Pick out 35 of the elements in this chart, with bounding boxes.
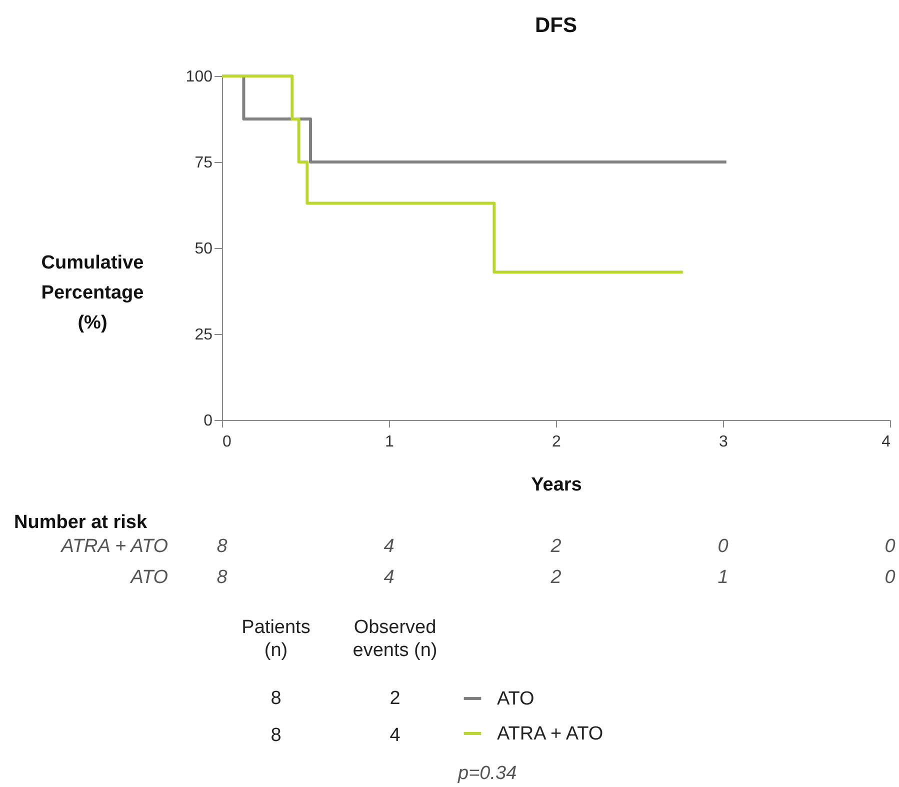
legend-label: ATO (497, 688, 534, 710)
text: 0 (884, 567, 896, 588)
x-axis-title: Years (531, 474, 582, 496)
text: 1 (718, 567, 728, 588)
text: Number at risk (14, 512, 148, 533)
text: 2 (550, 567, 562, 588)
y-tick-label: 0 (204, 412, 213, 430)
text: 8 (270, 725, 282, 746)
text: ATRA + ATO (60, 536, 168, 557)
text: 0 (884, 536, 896, 557)
text: Observed events (n) (352, 617, 438, 661)
y-axis-title: Cumulative Percentage (%) (41, 252, 144, 334)
y-tick-label: 100 (186, 68, 213, 86)
y-tick-label: 50 (194, 240, 213, 258)
text: 8 (270, 688, 282, 709)
x-tick-label: 4 (882, 434, 891, 450)
x-tick-label: 3 (719, 434, 728, 450)
text: 2 (550, 536, 562, 557)
text: 0 (718, 536, 729, 557)
text: Patients (n) (242, 617, 310, 661)
text: ATO (130, 567, 168, 588)
x-tick-label: 0 (222, 434, 232, 450)
x-tick-label: 2 (552, 434, 562, 450)
y-tick-label: 25 (194, 326, 213, 344)
x-tick-label: 1 (385, 434, 394, 450)
text: 8 (216, 536, 228, 557)
text: 2 (390, 688, 400, 709)
chart-title: DFS (535, 14, 577, 37)
text: p=0.34 (457, 763, 517, 784)
text: 4 (384, 536, 394, 557)
text: 4 (390, 725, 401, 746)
legend-label: ATRA + ATO (497, 724, 604, 744)
text: 8 (216, 567, 228, 588)
text: 4 (384, 567, 394, 588)
y-tick-label: 75 (194, 154, 213, 172)
